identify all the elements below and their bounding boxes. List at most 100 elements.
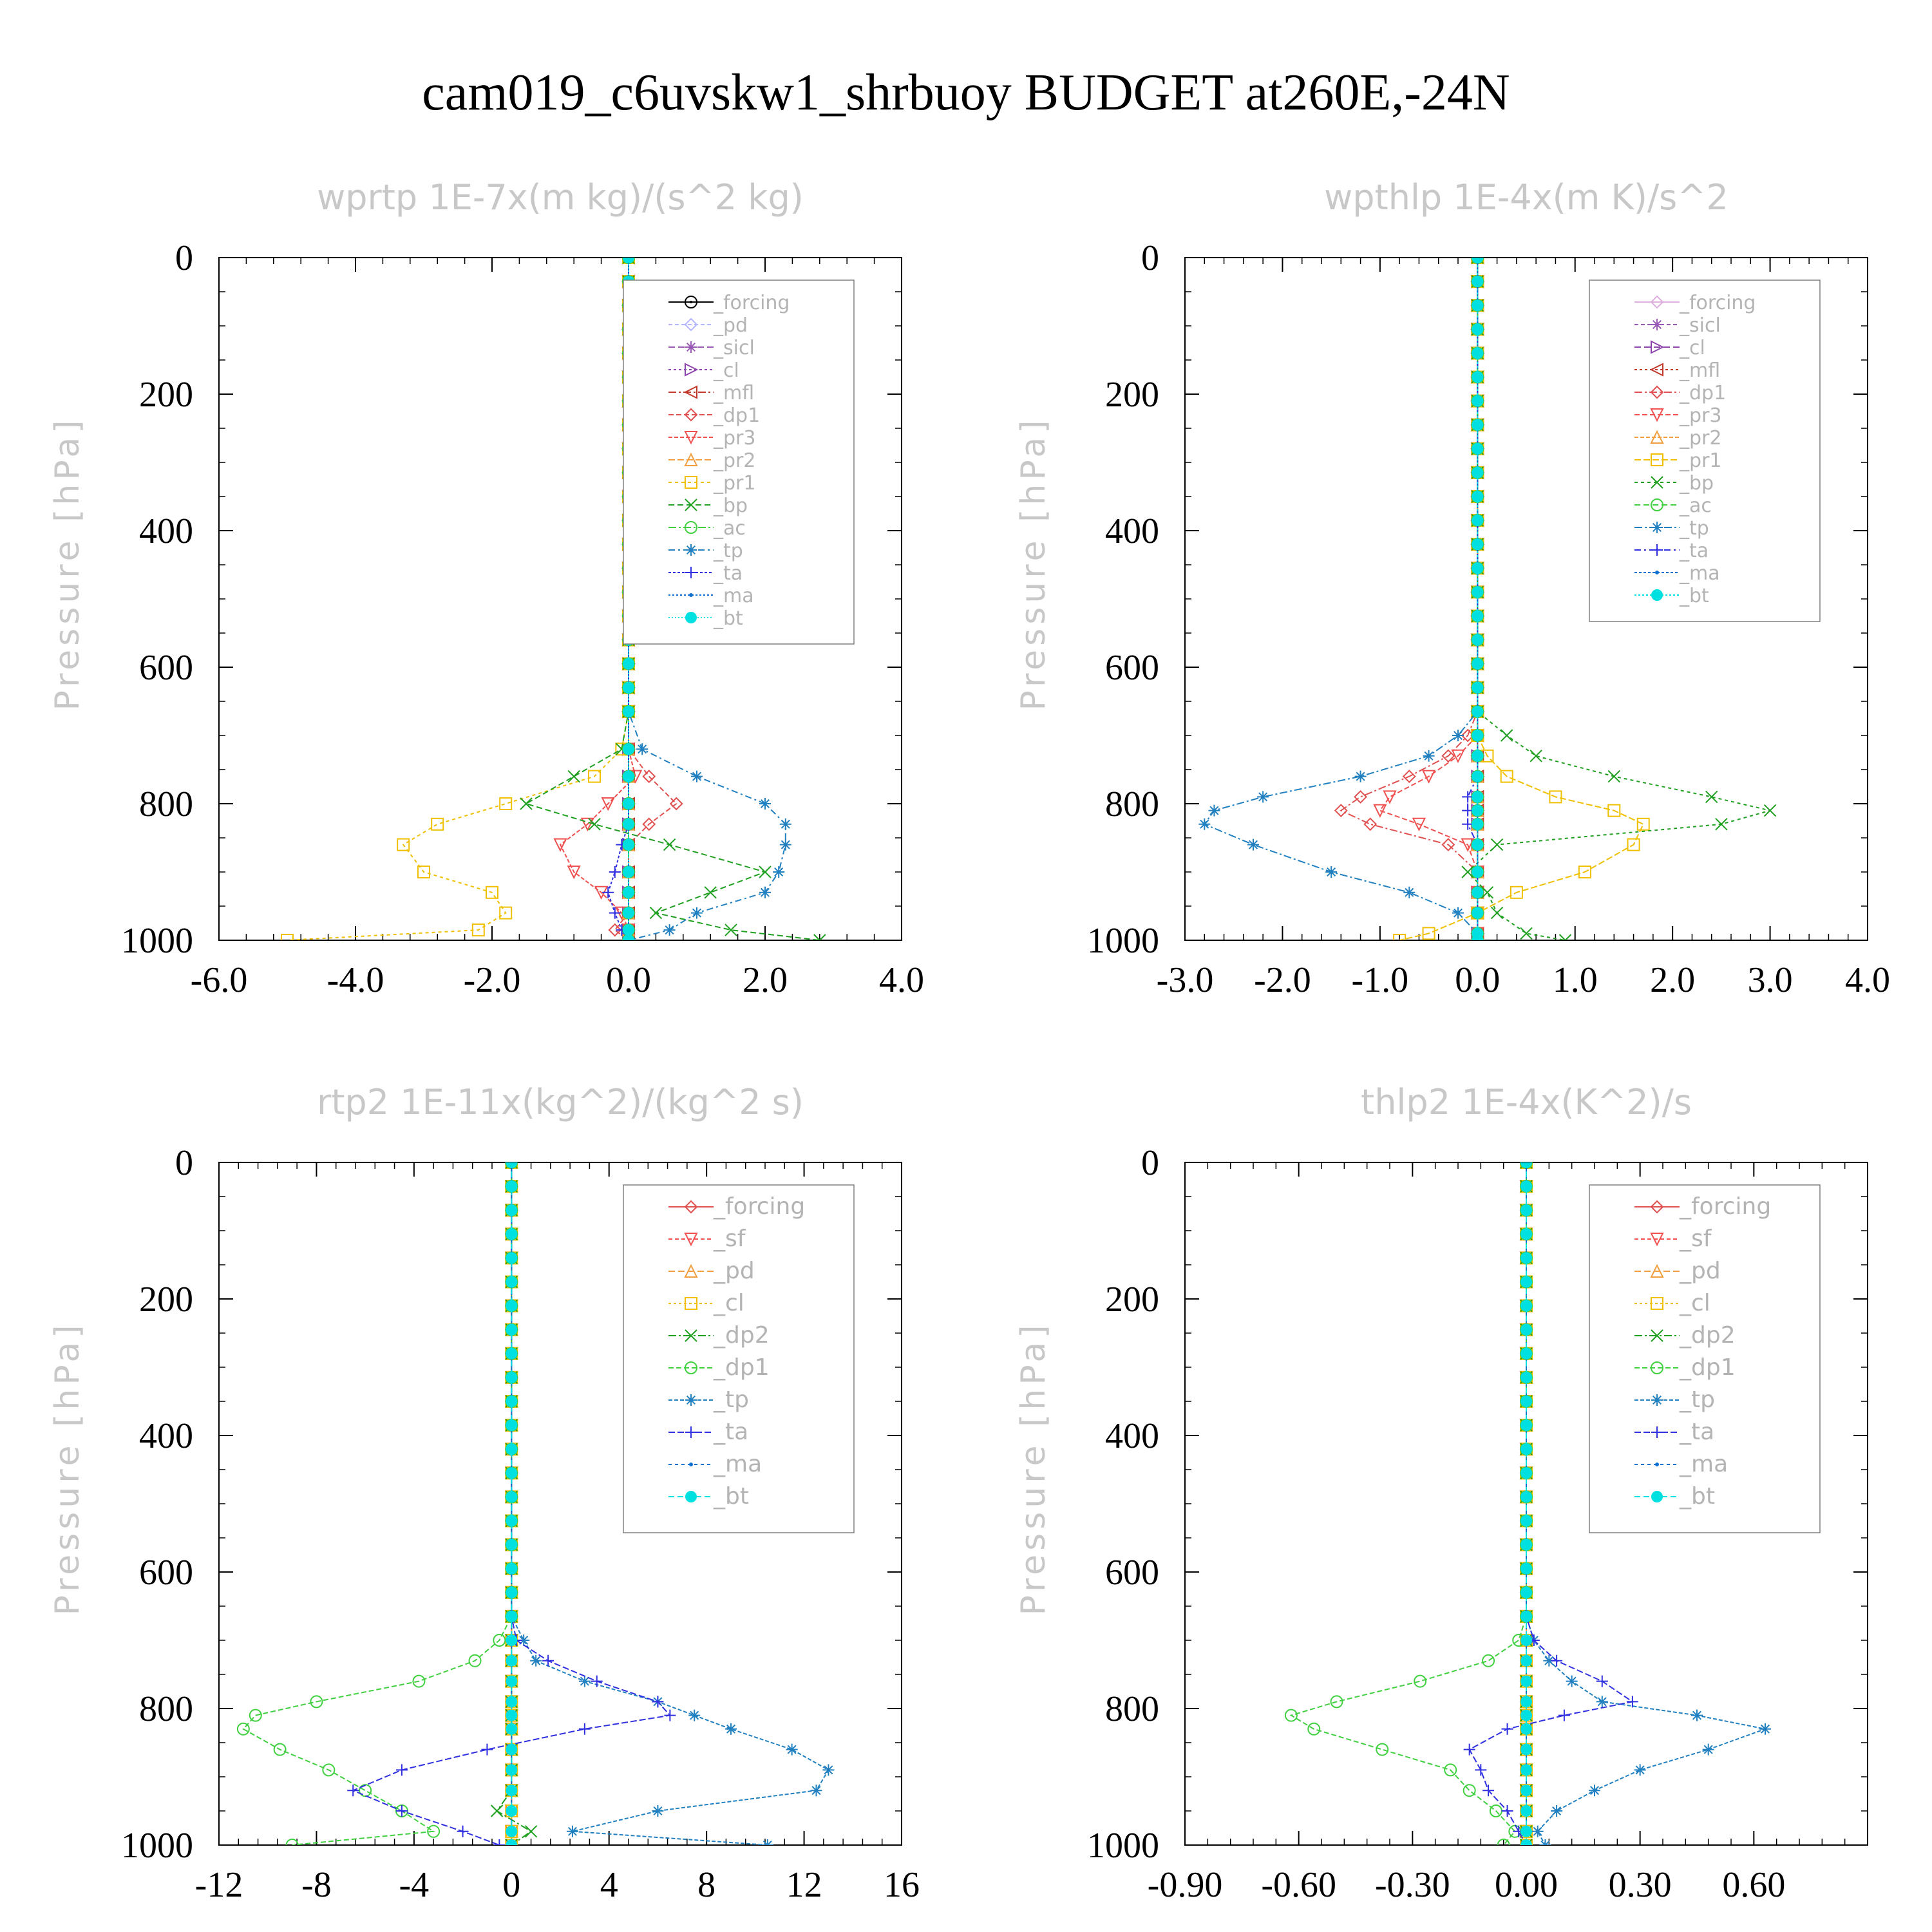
series-line <box>1340 258 1479 940</box>
data-marker <box>1607 804 1621 817</box>
data-marker <box>1520 1839 1532 1845</box>
legend-item: _cl <box>1634 337 1705 359</box>
legend-item: _bt <box>1634 585 1709 607</box>
data-marker <box>1520 1539 1532 1551</box>
legend-label: _dp1 <box>713 404 760 427</box>
data-marker <box>1650 1264 1664 1278</box>
data-marker <box>690 301 692 303</box>
legend-label: _ta <box>713 562 743 585</box>
data-marker <box>1520 1371 1532 1383</box>
data-marker <box>524 1825 538 1838</box>
legend-item: _sf <box>668 1226 746 1252</box>
data-marker <box>822 1764 835 1776</box>
legend-item: _forcing <box>1634 292 1756 314</box>
data-marker <box>1520 1300 1532 1312</box>
data-marker <box>609 907 621 919</box>
data-marker <box>1578 866 1591 878</box>
legend-label: _pr1 <box>1679 450 1721 472</box>
data-marker <box>506 1443 518 1455</box>
data-marker <box>1422 927 1435 940</box>
series-dp1 <box>236 1162 518 1845</box>
panel-rtp2: rtp2 1E-11x(kg^2)/(kg^2 s) Pressure [hPa… <box>48 1082 920 1905</box>
data-marker <box>1691 1709 1703 1721</box>
data-marker <box>506 1491 518 1503</box>
data-marker <box>1651 319 1663 330</box>
data-marker <box>322 1763 336 1777</box>
data-marker <box>493 1839 506 1845</box>
series-line <box>1203 258 1479 940</box>
x-tick-label: 4.0 <box>879 960 924 1000</box>
legend-item: _dp2 <box>668 1322 770 1349</box>
plot-area <box>1284 1162 1771 1845</box>
data-marker <box>1472 818 1484 830</box>
data-marker <box>1330 1695 1343 1709</box>
data-marker <box>1589 1785 1600 1797</box>
legend-label: _cl <box>713 359 739 382</box>
x-tick-label: -4.0 <box>327 960 384 1000</box>
data-marker <box>1383 790 1397 804</box>
data-marker <box>1472 770 1484 782</box>
legend-item: _dp1 <box>668 404 760 427</box>
x-tick-label: -8 <box>301 1865 332 1905</box>
data-marker <box>1490 838 1504 851</box>
data-marker <box>1549 790 1562 804</box>
data-marker <box>1626 1696 1638 1708</box>
data-marker <box>236 1722 250 1736</box>
x-tick-label: -0.90 <box>1148 1865 1223 1905</box>
data-marker <box>1649 363 1663 377</box>
data-marker <box>490 1804 504 1817</box>
data-marker <box>1393 934 1406 940</box>
legend-frame <box>623 279 855 645</box>
data-marker <box>1373 804 1387 818</box>
data-marker <box>506 1764 518 1776</box>
legend-label: _mfl <box>713 382 754 404</box>
legend-label: _dp2 <box>1679 1322 1736 1349</box>
data-marker <box>689 1463 693 1466</box>
data-marker <box>1566 1675 1578 1687</box>
data-marker <box>1472 886 1484 898</box>
x-tick-label: 16 <box>884 1865 920 1905</box>
data-marker <box>1307 1722 1321 1736</box>
data-marker <box>813 934 826 940</box>
data-marker <box>623 705 634 717</box>
data-marker <box>1520 1675 1532 1687</box>
data-marker <box>684 317 698 332</box>
data-marker <box>1472 791 1484 803</box>
series-line <box>1289 1162 1527 1845</box>
legend-label: _bp <box>1679 472 1714 495</box>
panel-title: wprtp 1E-7x(m kg)/(s^2 kg) <box>317 177 804 218</box>
legend-item: _pd <box>668 314 748 337</box>
legend-item: _ta <box>1634 540 1709 562</box>
data-marker <box>1472 419 1484 431</box>
data-marker <box>685 1491 697 1502</box>
legend-label: _tp <box>1679 517 1709 540</box>
data-marker <box>759 866 772 878</box>
data-marker <box>623 907 634 919</box>
data-marker <box>1482 1654 1495 1667</box>
y-tick-label: 1000 <box>121 1826 193 1866</box>
legend-frame <box>1589 1184 1821 1533</box>
series-line <box>559 258 636 940</box>
legend-label: _sf <box>713 1226 746 1252</box>
legend-item: _ta <box>1634 1419 1714 1445</box>
panel-thlp2: thlp2 1E-4x(K^2)/s Pressure [hPa] 0 200 40… <box>1014 1082 1868 1905</box>
data-marker <box>1650 408 1664 422</box>
data-marker <box>1531 1825 1544 1837</box>
data-marker <box>1651 589 1663 601</box>
legend-item: _ta <box>668 562 743 585</box>
y-tick-label: 400 <box>139 1416 193 1456</box>
legend-item: _forcing <box>668 1193 805 1220</box>
legend-label: _dp1 <box>1679 1354 1736 1381</box>
legend-item: _cl <box>668 359 739 382</box>
data-marker <box>395 1805 408 1817</box>
data-marker <box>1441 749 1455 763</box>
y-tick-label: 400 <box>1105 511 1159 551</box>
data-marker <box>1651 1491 1663 1502</box>
legend-item: _ac <box>668 517 746 540</box>
data-marker <box>685 521 697 534</box>
legend-frame <box>1589 279 1821 622</box>
data-marker <box>506 1371 518 1383</box>
data-marker <box>1472 658 1484 670</box>
data-marker <box>1520 1396 1532 1407</box>
x-tick-label: 1.0 <box>1553 960 1598 1000</box>
